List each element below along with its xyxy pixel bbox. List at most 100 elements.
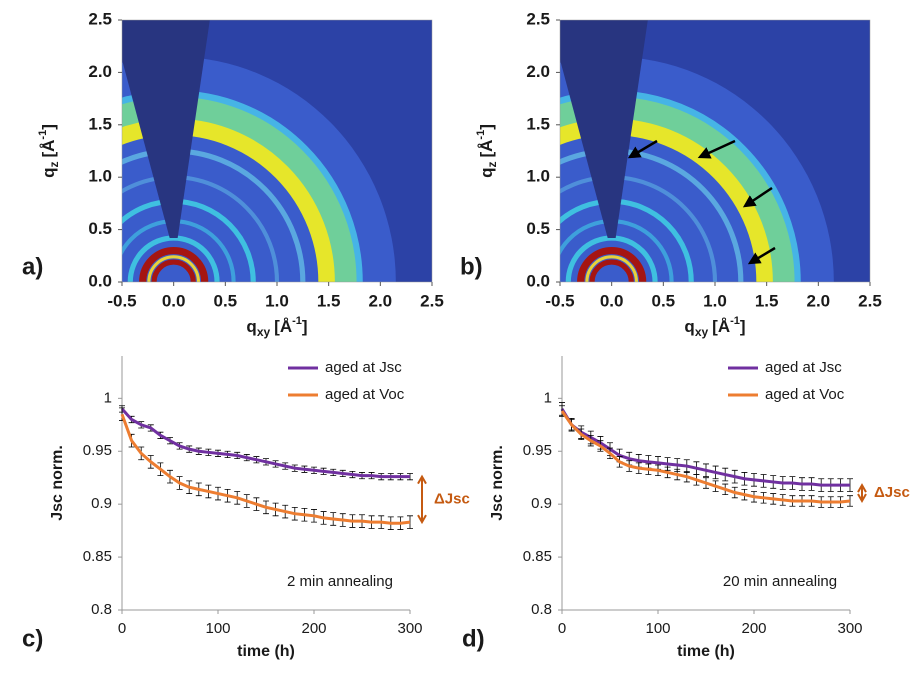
- axis-label-sup: -1: [37, 130, 49, 140]
- scattering-ring: [589, 259, 634, 282]
- y-tick-label: 0.0: [88, 271, 112, 290]
- y-tick-label: 0.95: [83, 442, 112, 459]
- axis-label-unit: [Å: [274, 317, 292, 336]
- error-bar: [847, 495, 853, 507]
- y-tick-label: 2.5: [526, 9, 550, 28]
- y-axis-label: Jsc norm.: [49, 445, 66, 521]
- y-tick-label: 0.85: [523, 548, 552, 565]
- x-tick-label: 0.0: [162, 291, 186, 310]
- annotation-arrow: [747, 246, 776, 265]
- x-tick-label: 1.5: [317, 291, 341, 310]
- axis-label: qxy [Å-1]: [684, 315, 745, 339]
- delta-arrow: [857, 483, 867, 504]
- delta-label: ΔJsc: [434, 490, 470, 507]
- axis-label-end: ]: [477, 124, 496, 130]
- axis-label-end: ]: [302, 317, 308, 336]
- axis-label-sup: -1: [292, 315, 302, 327]
- axis-label-sub: xy: [257, 325, 271, 339]
- legend-label: aged at Jsc: [325, 359, 402, 376]
- annotation-arrow: [742, 186, 773, 208]
- y-tick-label: 2.0: [526, 62, 550, 81]
- x-tick-label: 0: [558, 620, 566, 637]
- y-tick-label: 1.0: [526, 167, 550, 186]
- axis-label: qxy [Å-1]: [246, 315, 307, 339]
- x-tick-label: 2.0: [807, 291, 831, 310]
- scattering-image: [122, 20, 432, 282]
- x-tick-label: 1.0: [265, 291, 289, 310]
- series-line: [120, 413, 411, 525]
- x-tick-label: 300: [397, 620, 422, 637]
- scattering-ring: [151, 259, 196, 282]
- y-tick-label: 0.95: [523, 442, 552, 459]
- x-tick-label: 0: [118, 620, 126, 637]
- axis-label-end: ]: [740, 317, 746, 336]
- delta-label: ΔJsc: [874, 484, 910, 501]
- x-tick-label: 1.0: [703, 291, 727, 310]
- y-tick-label: 1: [104, 389, 112, 406]
- series-line: [560, 410, 851, 504]
- axis-label-unit: [Å: [39, 140, 58, 158]
- annotation-arrow: [697, 139, 736, 159]
- annotation-arrow: [627, 139, 658, 159]
- y-tick-label: 0.0: [526, 271, 550, 290]
- x-tick-label: 1.5: [755, 291, 779, 310]
- axis-label: qz [Å-1]: [37, 124, 61, 178]
- y-tick-label: 0.9: [91, 495, 112, 512]
- legend-label: aged at Jsc: [765, 359, 842, 376]
- axis-label: qz [Å-1]: [475, 124, 499, 178]
- x-tick-label: 2.5: [858, 291, 882, 310]
- y-tick-label: 0.85: [83, 548, 112, 565]
- x-axis-label: time (h): [237, 643, 295, 660]
- x-tick-label: 2.5: [420, 291, 444, 310]
- annotation: 2 min annealing: [287, 573, 393, 590]
- x-axis-label: time (h): [677, 643, 735, 660]
- axis-label-end: ]: [39, 124, 58, 130]
- x-tick-label: 2.0: [369, 291, 393, 310]
- y-tick-label: 1.5: [526, 114, 550, 133]
- axis-label-sub: z: [47, 162, 61, 168]
- panel-label: b): [460, 253, 483, 280]
- legend-label: aged at Voc: [765, 386, 845, 403]
- panel-label: d): [462, 625, 485, 652]
- axis-label-sup: -1: [730, 315, 740, 327]
- beamstop-shadow: [122, 20, 210, 238]
- scattering-ring: [127, 235, 220, 282]
- x-tick-label: 0.0: [600, 291, 624, 310]
- x-tick-label: 100: [645, 620, 670, 637]
- axis-label-sup: -1: [475, 130, 487, 140]
- axis-label-unit: [Å: [712, 317, 730, 336]
- axis-label-main: q: [39, 168, 58, 178]
- x-tick-label: 300: [837, 620, 862, 637]
- legend-label: aged at Voc: [325, 386, 405, 403]
- y-tick-label: 0.5: [526, 219, 550, 238]
- y-tick-label: 1.5: [88, 114, 112, 133]
- axis-label-sub: z: [485, 162, 499, 168]
- y-tick-label: 1.0: [88, 167, 112, 186]
- x-tick-label: 100: [205, 620, 230, 637]
- x-tick-label: -0.5: [545, 291, 574, 310]
- axis-label-main: q: [477, 168, 496, 178]
- y-tick-label: 0.9: [531, 495, 552, 512]
- y-tick-label: 2.5: [88, 9, 112, 28]
- axis-label-main: q: [246, 317, 256, 336]
- panel-label: a): [22, 253, 43, 280]
- x-tick-label: 200: [741, 620, 766, 637]
- x-tick-label: -0.5: [107, 291, 136, 310]
- panel-label: c): [22, 625, 43, 652]
- y-tick-label: 0.8: [91, 601, 112, 618]
- axis-label-unit: [Å: [477, 140, 496, 158]
- y-tick-label: 2.0: [88, 62, 112, 81]
- y-axis-label: Jsc norm.: [489, 445, 506, 521]
- error-bar: [407, 515, 413, 529]
- scattering-ring: [565, 235, 658, 282]
- delta-arrow: [417, 474, 427, 525]
- beamstop-shadow: [560, 20, 648, 238]
- series-line: [120, 407, 410, 479]
- x-tick-label: 0.5: [652, 291, 676, 310]
- x-tick-label: 200: [301, 620, 326, 637]
- y-tick-label: 1: [544, 389, 552, 406]
- x-tick-label: 0.5: [214, 291, 238, 310]
- annotation: 20 min annealing: [723, 573, 837, 590]
